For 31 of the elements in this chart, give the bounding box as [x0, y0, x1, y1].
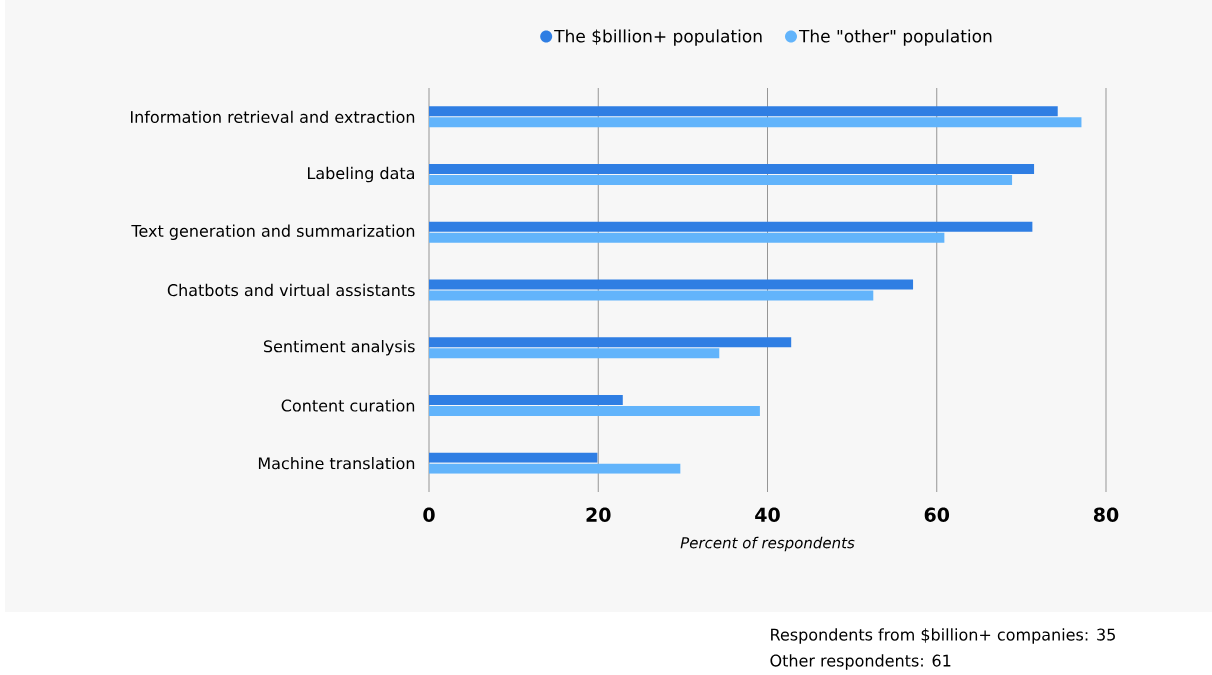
legend-label: The "other" population — [798, 29, 992, 46]
bar — [429, 452, 598, 463]
bar — [429, 394, 623, 405]
x-tick-label: 60 — [924, 507, 950, 522]
y-tick-label: Content curation — [281, 399, 415, 412]
text: Other respondents: 61 — [770, 654, 951, 670]
bar — [429, 405, 760, 416]
x-axis-title: Percent of respondents — [680, 536, 855, 552]
bar — [429, 117, 1082, 128]
bar — [429, 279, 914, 290]
x-tick-label: 20 — [586, 507, 611, 522]
bar — [429, 106, 1058, 117]
y-tick-label: Information retrieval and extraction — [131, 110, 415, 124]
x-tick-label: 80 — [1093, 507, 1119, 522]
y-tick-label: Chatbots and virtual assistants — [167, 283, 415, 297]
bar — [429, 221, 1033, 232]
y-tick-label: Sentiment analysis — [263, 339, 415, 356]
bar — [429, 290, 874, 301]
bar — [429, 348, 720, 359]
bar — [429, 164, 1035, 175]
bar — [429, 232, 945, 243]
x-tick-label: 0 — [423, 507, 435, 522]
bar — [429, 463, 681, 474]
bar — [429, 337, 792, 348]
legend-label: The $billion+ population — [554, 29, 762, 46]
bar — [429, 175, 1013, 186]
y-tick-label: Labeling data — [308, 166, 415, 183]
text: Respondents from $billion+ companies: 35 — [771, 628, 1115, 644]
y-tick-label: Text generation and summarization — [131, 224, 415, 241]
x-tick-label: 40 — [755, 507, 780, 522]
y-tick-label: Machine translation — [258, 456, 415, 470]
